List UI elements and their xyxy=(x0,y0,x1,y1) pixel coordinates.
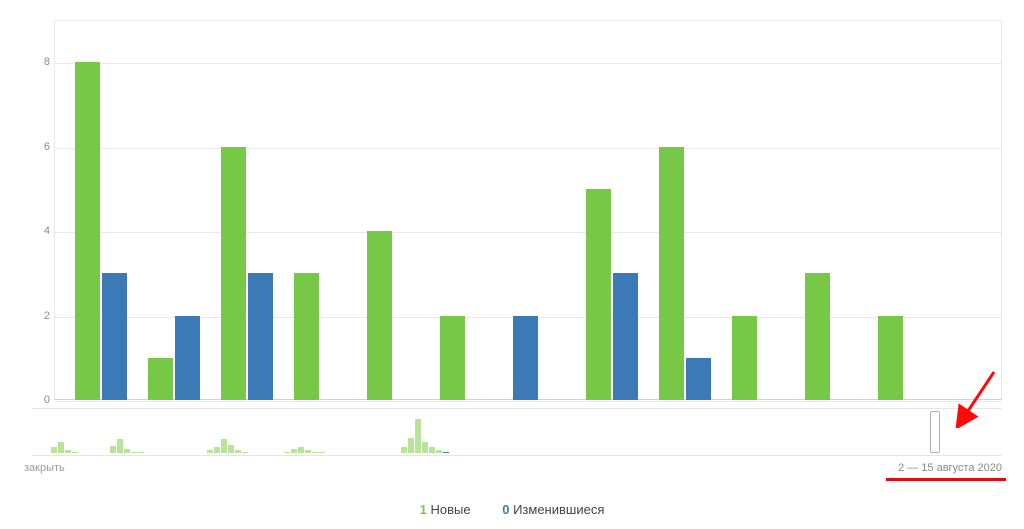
bar[interactable] xyxy=(513,316,538,400)
overview-bar xyxy=(207,450,213,453)
overview-bar xyxy=(235,450,241,453)
bar-group xyxy=(221,147,273,400)
overview-bar xyxy=(138,452,144,453)
bar-group xyxy=(148,316,200,400)
overview-bar xyxy=(51,447,57,453)
date-underline-annotation xyxy=(886,478,1006,481)
bar[interactable] xyxy=(805,273,830,400)
bar[interactable] xyxy=(221,147,246,400)
overview-bar xyxy=(124,449,130,453)
overview-strip[interactable] xyxy=(32,408,1002,456)
bar[interactable] xyxy=(686,358,711,400)
bar[interactable] xyxy=(878,316,903,400)
bar[interactable] xyxy=(440,316,465,400)
bar[interactable] xyxy=(659,147,684,400)
bar[interactable] xyxy=(613,273,638,400)
bar[interactable] xyxy=(102,273,127,400)
bar[interactable] xyxy=(175,316,200,400)
y-tick-label: 2 xyxy=(32,310,50,322)
overview-cluster xyxy=(207,439,249,453)
overview-bar xyxy=(422,442,428,453)
bar[interactable] xyxy=(248,273,273,400)
bar[interactable] xyxy=(294,273,319,400)
overview-bar xyxy=(291,449,297,453)
gridline xyxy=(55,401,1001,402)
overview-cluster xyxy=(401,419,450,453)
overview-bar xyxy=(415,419,421,453)
overview-bar xyxy=(305,450,311,453)
bar[interactable] xyxy=(732,316,757,400)
legend-item-new: 1 Новые xyxy=(420,502,471,517)
y-tick-label: 4 xyxy=(32,225,50,237)
overview-bar xyxy=(408,438,414,453)
overview-bar xyxy=(72,452,78,453)
overview-bar xyxy=(110,446,116,453)
overview-cluster xyxy=(110,439,145,453)
bar-group xyxy=(294,273,319,400)
overview-bar xyxy=(312,452,318,453)
bar-group xyxy=(75,62,127,400)
bar-group xyxy=(732,316,757,400)
bar-group xyxy=(659,147,711,400)
legend-value-changed: 0 xyxy=(502,502,509,517)
overview-bar xyxy=(65,450,71,453)
y-tick-label: 0 xyxy=(32,394,50,406)
close-link[interactable]: закрыть xyxy=(24,462,65,474)
overview-bar xyxy=(436,450,442,453)
bar-group xyxy=(367,231,392,400)
overview-bar xyxy=(131,452,137,453)
legend-label-changed: Изменившиеся xyxy=(513,502,604,517)
bars-container xyxy=(54,20,1002,400)
overview-bar xyxy=(401,447,407,453)
overview-bar xyxy=(58,442,64,453)
overview-bar xyxy=(319,452,325,453)
bar-group xyxy=(878,316,903,400)
overview-bar xyxy=(284,452,290,453)
overview-range-handle[interactable] xyxy=(930,411,940,453)
legend-item-changed: 0 Изменившиеся xyxy=(502,502,604,517)
date-range-label: 2 — 15 августа 2020 xyxy=(898,462,1002,474)
bar[interactable] xyxy=(586,189,611,400)
overview-bar xyxy=(214,447,220,453)
y-tick-label: 8 xyxy=(32,56,50,68)
bar[interactable] xyxy=(148,358,173,400)
overview-bars xyxy=(32,413,1002,453)
main-chart: 02468 xyxy=(32,20,1002,400)
overview-cluster xyxy=(284,447,326,453)
overview-bar xyxy=(298,447,304,453)
bar[interactable] xyxy=(367,231,392,400)
overview-bar xyxy=(117,439,123,453)
bar-group xyxy=(586,189,638,400)
overview-bar xyxy=(443,452,449,453)
legend-label-new: Новые xyxy=(430,502,470,517)
overview-bar xyxy=(242,452,248,453)
bar-group xyxy=(440,316,465,400)
overview-cluster xyxy=(51,442,79,453)
legend-value-new: 1 xyxy=(420,502,427,517)
legend: 1 Новые 0 Изменившиеся xyxy=(0,502,1024,517)
bar-group xyxy=(513,316,538,400)
overview-bar xyxy=(429,447,435,453)
overview-bar xyxy=(228,445,234,453)
bar[interactable] xyxy=(75,62,100,400)
y-tick-label: 6 xyxy=(32,141,50,153)
bar-group xyxy=(805,273,830,400)
overview-bar xyxy=(221,439,227,453)
